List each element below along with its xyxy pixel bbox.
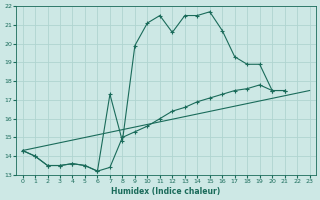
X-axis label: Humidex (Indice chaleur): Humidex (Indice chaleur) [111,187,221,196]
